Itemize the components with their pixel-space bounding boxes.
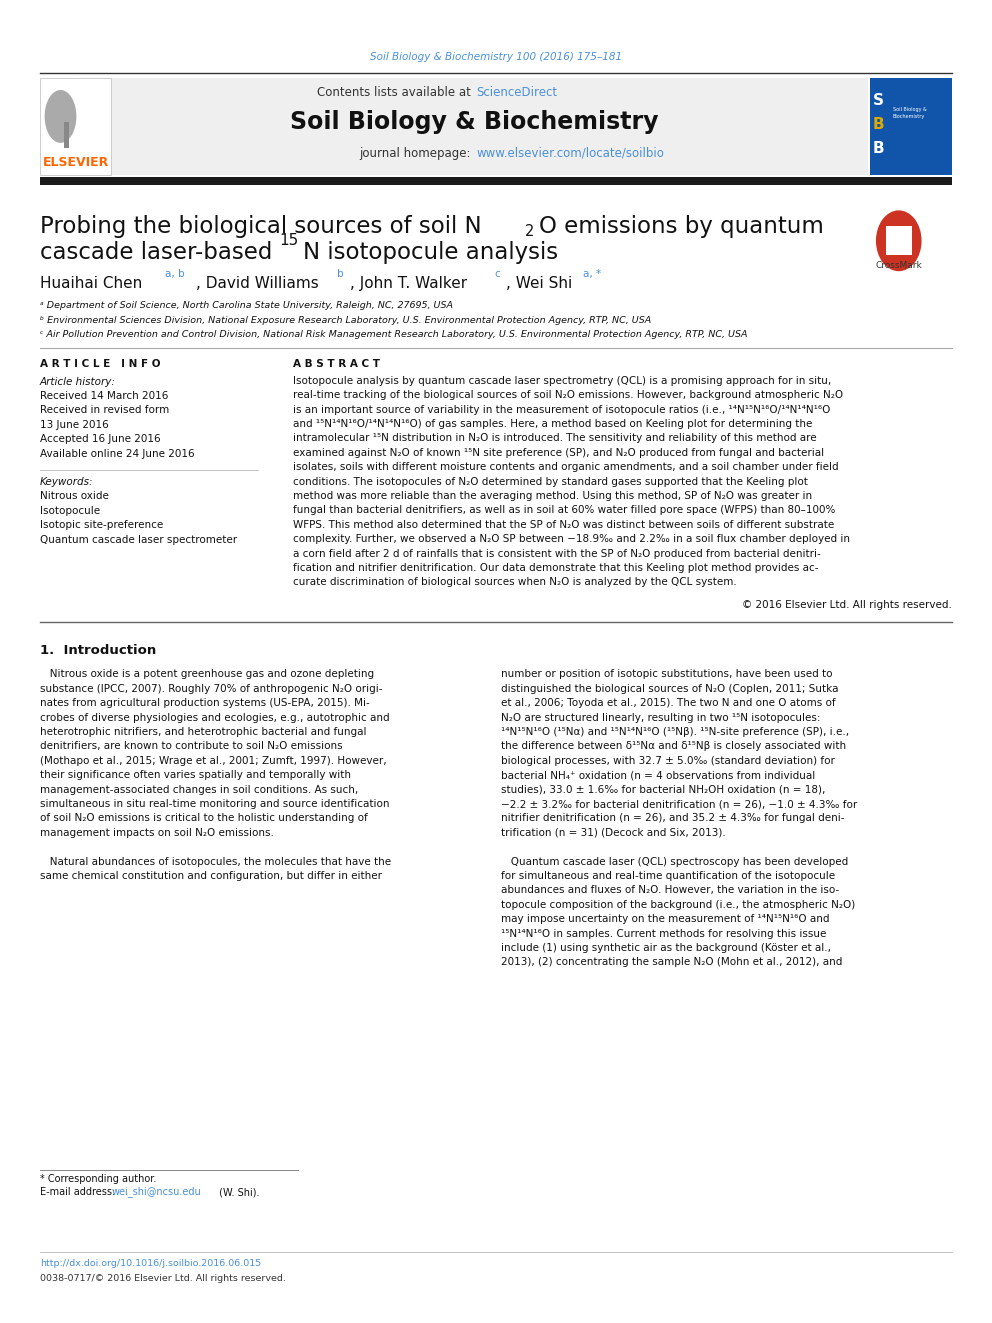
Text: ᵇ Environmental Sciences Division, National Exposure Research Laboratory, U.S. E: ᵇ Environmental Sciences Division, Natio… [40,316,651,324]
Text: cascade laser-based: cascade laser-based [40,241,280,265]
Text: N isotopocule analysis: N isotopocule analysis [303,241,558,265]
Text: A B S T R A C T: A B S T R A C T [293,359,380,369]
FancyBboxPatch shape [74,78,868,175]
Text: Accepted 16 June 2016: Accepted 16 June 2016 [40,434,161,445]
Text: O emissions by quantum: O emissions by quantum [539,214,824,238]
Text: Received 14 March 2016: Received 14 March 2016 [40,390,168,401]
Text: Isotopocule: Isotopocule [40,505,100,516]
Text: Received in revised form: Received in revised form [40,405,169,415]
Ellipse shape [45,90,76,143]
Text: Contents lists available at: Contents lists available at [316,86,474,99]
Text: number or position of isotopic substitutions, have been used to
distinguished th: number or position of isotopic substitut… [501,669,857,967]
Text: , John T. Walker: , John T. Walker [350,275,467,291]
Text: C: C [894,234,904,247]
Text: Soil Biology & Biochemistry: Soil Biology & Biochemistry [290,110,659,134]
Text: Soil Biology &: Soil Biology & [893,107,927,112]
Text: Nitrous oxide: Nitrous oxide [40,491,108,501]
Text: wei_shi@ncsu.edu: wei_shi@ncsu.edu [111,1187,200,1197]
Text: Available online 24 June 2016: Available online 24 June 2016 [40,448,194,459]
Text: ᵃ Department of Soil Science, North Carolina State University, Raleigh, NC, 2769: ᵃ Department of Soil Science, North Caro… [40,302,452,310]
Text: 15: 15 [280,233,299,249]
Text: a, *: a, * [583,269,601,279]
Text: Biochemistry: Biochemistry [893,114,926,119]
Text: E-mail address:: E-mail address: [40,1187,118,1197]
Text: c: c [494,269,500,279]
Text: 1.  Introduction: 1. Introduction [40,644,156,658]
Text: , David Williams: , David Williams [196,275,319,291]
Text: 13 June 2016: 13 June 2016 [40,419,108,430]
Text: B: B [873,140,885,156]
Text: http://dx.doi.org/10.1016/j.soilbio.2016.06.015: http://dx.doi.org/10.1016/j.soilbio.2016… [40,1259,261,1267]
Text: Keywords:: Keywords: [40,476,93,487]
Text: B: B [873,116,885,132]
FancyBboxPatch shape [40,176,952,185]
Text: ScienceDirect: ScienceDirect [476,86,558,99]
Text: 2: 2 [526,224,535,239]
Text: ELSEVIER: ELSEVIER [43,156,109,169]
Text: Nitrous oxide is a potent greenhouse gas and ozone depleting
substance (IPCC, 20: Nitrous oxide is a potent greenhouse gas… [40,669,391,881]
Ellipse shape [876,210,922,271]
Text: 0038-0717/© 2016 Elsevier Ltd. All rights reserved.: 0038-0717/© 2016 Elsevier Ltd. All right… [40,1274,286,1282]
Text: * Corresponding author.: * Corresponding author. [40,1174,156,1184]
FancyBboxPatch shape [40,78,111,175]
Text: © 2016 Elsevier Ltd. All rights reserved.: © 2016 Elsevier Ltd. All rights reserved… [742,599,952,610]
Text: Isotopic site-preference: Isotopic site-preference [40,520,163,531]
Text: www.elsevier.com/locate/soilbio: www.elsevier.com/locate/soilbio [476,147,664,160]
Text: Article history:: Article history: [40,377,115,388]
Text: A R T I C L E   I N F O: A R T I C L E I N F O [40,359,160,369]
Text: Isotopocule analysis by quantum cascade laser spectrometry (QCL) is a promising : Isotopocule analysis by quantum cascade … [293,376,849,587]
Text: Probing the biological sources of soil N: Probing the biological sources of soil N [40,214,481,238]
FancyBboxPatch shape [64,122,69,148]
Text: b: b [337,269,344,279]
Text: Soil Biology & Biochemistry 100 (2016) 175–181: Soil Biology & Biochemistry 100 (2016) 1… [370,52,622,62]
Text: Huaihai Chen: Huaihai Chen [40,275,142,291]
Text: (W. Shi).: (W. Shi). [216,1187,260,1197]
Text: , Wei Shi: , Wei Shi [506,275,572,291]
Text: S: S [873,93,884,108]
Text: CrossMark: CrossMark [875,262,923,270]
Text: a, b: a, b [165,269,185,279]
Text: Quantum cascade laser spectrometer: Quantum cascade laser spectrometer [40,534,237,545]
Text: ᶜ Air Pollution Prevention and Control Division, National Risk Management Resear: ᶜ Air Pollution Prevention and Control D… [40,331,747,339]
Text: journal homepage:: journal homepage: [359,147,474,160]
FancyBboxPatch shape [886,226,912,255]
FancyBboxPatch shape [870,78,952,175]
